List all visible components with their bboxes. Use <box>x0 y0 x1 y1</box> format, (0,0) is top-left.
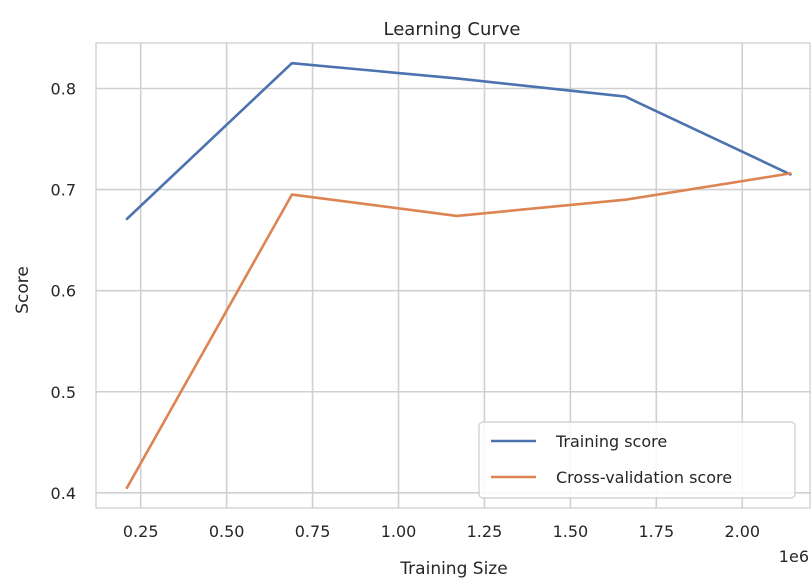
chart-title: Learning Curve <box>384 19 521 40</box>
cross-validation-score-line <box>125 172 792 490</box>
x-tick-label: 1.00 <box>381 522 417 541</box>
x-axis-title: Training Size <box>399 559 507 579</box>
legend: Training score Cross-validation score <box>478 421 796 499</box>
legend-label-training: Training score <box>555 432 667 451</box>
y-tick-label: 0.5 <box>51 383 76 402</box>
x-axis-offset-label: 1e6 <box>779 547 809 566</box>
y-tick-label: 0.7 <box>51 181 76 200</box>
x-tick-label: 1.75 <box>639 522 675 541</box>
x-tick-label: 0.25 <box>123 522 159 541</box>
legend-label-cross-validation: Cross-validation score <box>556 468 732 487</box>
y-axis-title: Score <box>13 266 33 314</box>
x-tick-label: 1.25 <box>467 522 503 541</box>
legend-box <box>478 421 796 499</box>
x-tick-label: 2.00 <box>724 522 760 541</box>
training-score-line <box>125 61 792 221</box>
tick-labels: 0.25 0.50 0.75 1.00 1.25 1.50 1.75 2.00 0.4 0.5 0.… <box>51 79 761 541</box>
x-tick-label: 0.75 <box>295 522 331 541</box>
y-tick-label: 0.4 <box>51 484 76 503</box>
series-layer <box>125 61 792 490</box>
y-tick-label: 0.6 <box>51 282 76 301</box>
x-tick-label: 1.50 <box>553 522 589 541</box>
y-tick-label: 0.8 <box>51 79 76 98</box>
grid-layer <box>96 43 811 508</box>
x-tick-label: 0.50 <box>209 522 245 541</box>
plot-frame <box>95 42 811 509</box>
